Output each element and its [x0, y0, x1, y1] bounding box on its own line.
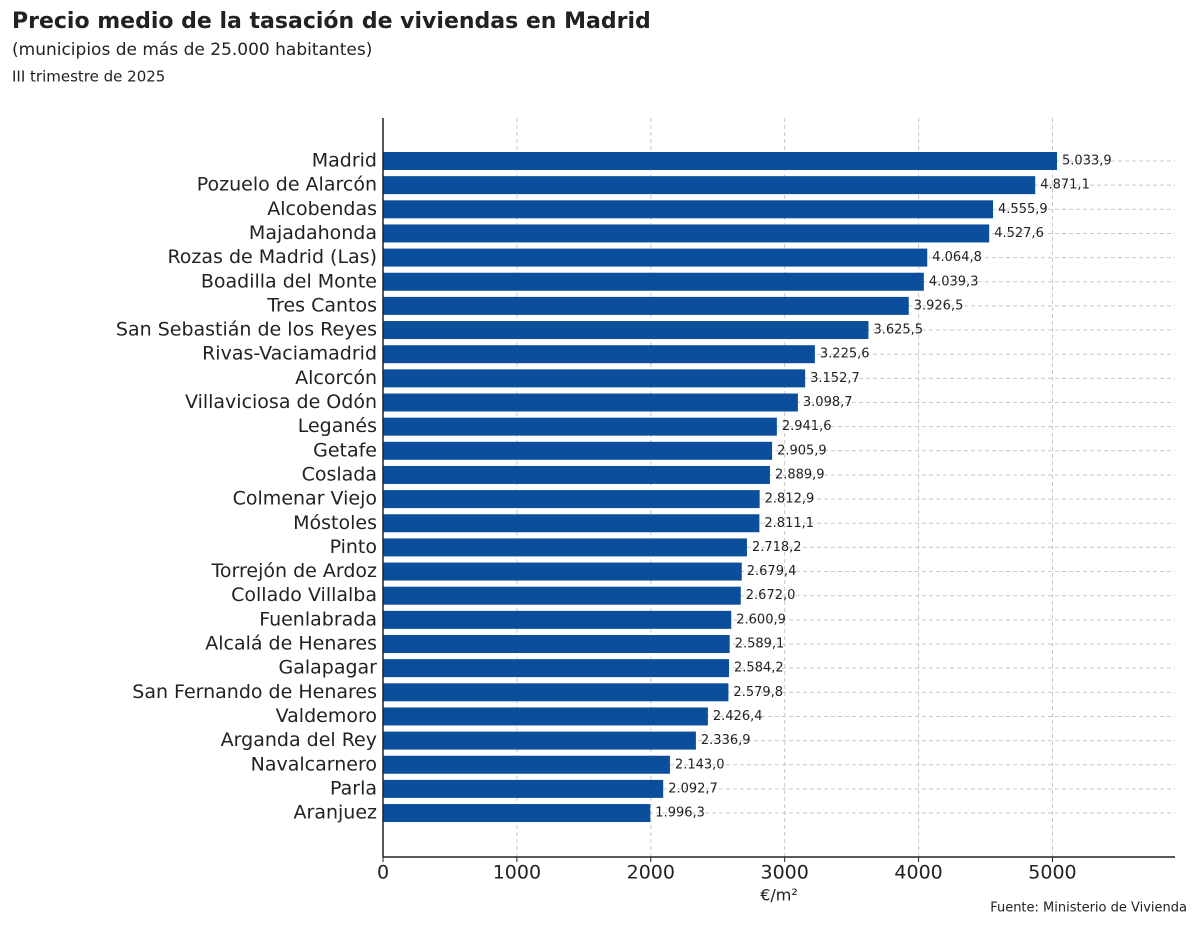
value-label: 3.926,5 — [914, 298, 964, 313]
value-label: 2.579,8 — [733, 685, 783, 700]
bar — [383, 200, 994, 219]
bar — [383, 490, 760, 509]
y-tick-label: San Fernando de Henares — [132, 681, 377, 703]
y-tick-label: Alcorcón — [295, 367, 377, 389]
value-label: 3.098,7 — [803, 395, 853, 410]
y-tick-label: Parla — [330, 777, 377, 799]
y-tick-label: Arganda del Rey — [221, 729, 377, 751]
bar — [383, 345, 815, 364]
y-tick-label: Fuenlabrada — [259, 608, 377, 630]
x-tick-label: 0 — [377, 862, 389, 884]
y-tick-label: Valdemoro — [276, 705, 377, 727]
value-label: 2.589,1 — [735, 637, 785, 652]
bar — [383, 538, 747, 557]
value-label: 2.811,1 — [764, 516, 814, 531]
bar — [383, 393, 798, 412]
value-label: 1.996,3 — [655, 806, 705, 821]
value-label: 2.905,9 — [777, 443, 827, 458]
value-label: 3.152,7 — [810, 371, 860, 386]
y-tick-label: Alcobendas — [267, 198, 377, 220]
y-tick-label: Pozuelo de Alarcón — [197, 174, 377, 196]
bar — [383, 659, 730, 678]
bar — [383, 417, 777, 436]
value-label: 2.812,9 — [765, 492, 815, 507]
y-tick-label: Madrid — [312, 150, 377, 172]
y-tick-label: Móstoles — [293, 512, 377, 534]
y-tick-label: San Sebastián de los Reyes — [116, 319, 377, 341]
x-tick-label: 5000 — [1028, 862, 1076, 884]
value-label: 4.064,8 — [932, 250, 982, 265]
y-tick-label: Getafe — [313, 439, 377, 461]
value-label: 2.600,9 — [736, 612, 786, 627]
value-label: 2.941,6 — [782, 419, 832, 434]
x-tick-label: 2000 — [627, 862, 675, 884]
bar — [383, 272, 924, 291]
y-tick-label: Rivas-Vaciamadrid — [202, 343, 377, 365]
bar — [383, 176, 1036, 195]
x-axis-label: €/m² — [760, 886, 798, 905]
y-tick-label: Tres Cantos — [266, 294, 377, 316]
bar — [383, 441, 773, 460]
bar — [383, 369, 806, 388]
value-label: 2.672,0 — [746, 588, 796, 603]
chart-title: Precio medio de la tasación de viviendas… — [12, 9, 651, 34]
y-tick-label: Boadilla del Monte — [201, 270, 377, 292]
bar — [383, 731, 696, 750]
y-tick-label: Leganés — [298, 415, 377, 437]
y-tick-label: Coslada — [302, 463, 377, 485]
bar — [383, 755, 670, 774]
bar — [383, 635, 730, 653]
bar — [383, 248, 928, 267]
bar — [383, 321, 869, 340]
bar — [383, 296, 909, 315]
bar — [383, 562, 742, 581]
value-label: 4.871,1 — [1040, 178, 1090, 193]
period-note: III trimestre de 2025 — [12, 68, 165, 86]
y-tick-label: Villaviciosa de Odón — [185, 391, 377, 413]
value-label: 2.092,7 — [668, 781, 718, 796]
bar — [383, 804, 651, 823]
y-tick-label: Collado Villalba — [231, 584, 377, 606]
value-label: 4.039,3 — [929, 274, 979, 289]
value-label: 2.584,2 — [734, 661, 784, 676]
value-label: 4.555,9 — [998, 202, 1048, 217]
bar — [383, 152, 1058, 170]
value-label: 2.336,9 — [701, 733, 751, 748]
value-label: 4.527,6 — [994, 226, 1044, 241]
y-tick-label: Rozas de Madrid (Las) — [167, 246, 377, 268]
y-tick-label: Aranjuez — [294, 802, 378, 824]
source-note: Fuente: Ministerio de Vivienda — [990, 901, 1187, 916]
x-tick-label: 3000 — [761, 862, 809, 884]
x-tick-label: 4000 — [894, 862, 942, 884]
value-label: 3.625,5 — [873, 323, 923, 338]
chart-subtitle: (municipios de más de 25.000 habitantes) — [12, 40, 372, 60]
bar — [383, 465, 770, 484]
value-label: 3.225,6 — [820, 347, 870, 362]
y-tick-label: Colmenar Viejo — [233, 488, 377, 510]
bar — [383, 779, 664, 798]
y-tick-label: Navalcarnero — [251, 753, 377, 775]
bar — [383, 514, 760, 533]
value-label: 2.718,2 — [752, 540, 802, 555]
x-tick-label: 1000 — [493, 862, 541, 884]
y-tick-label: Pinto — [330, 536, 377, 558]
bar — [383, 707, 708, 726]
bar — [383, 586, 741, 605]
bar — [383, 224, 990, 243]
value-label: 2.679,4 — [747, 564, 797, 579]
y-tick-label: Majadahonda — [249, 222, 377, 244]
y-tick-label: Alcalá de Henares — [205, 633, 377, 655]
y-tick-label: Torrejón de Ardoz — [211, 560, 377, 582]
value-label: 2.426,4 — [713, 709, 763, 724]
value-label: 2.143,0 — [675, 757, 725, 772]
bar — [383, 683, 729, 702]
bar — [383, 610, 732, 629]
value-label: 5.033,9 — [1062, 154, 1112, 169]
y-tick-label: Galapagar — [278, 657, 377, 679]
value-label: 2.889,9 — [775, 467, 825, 482]
